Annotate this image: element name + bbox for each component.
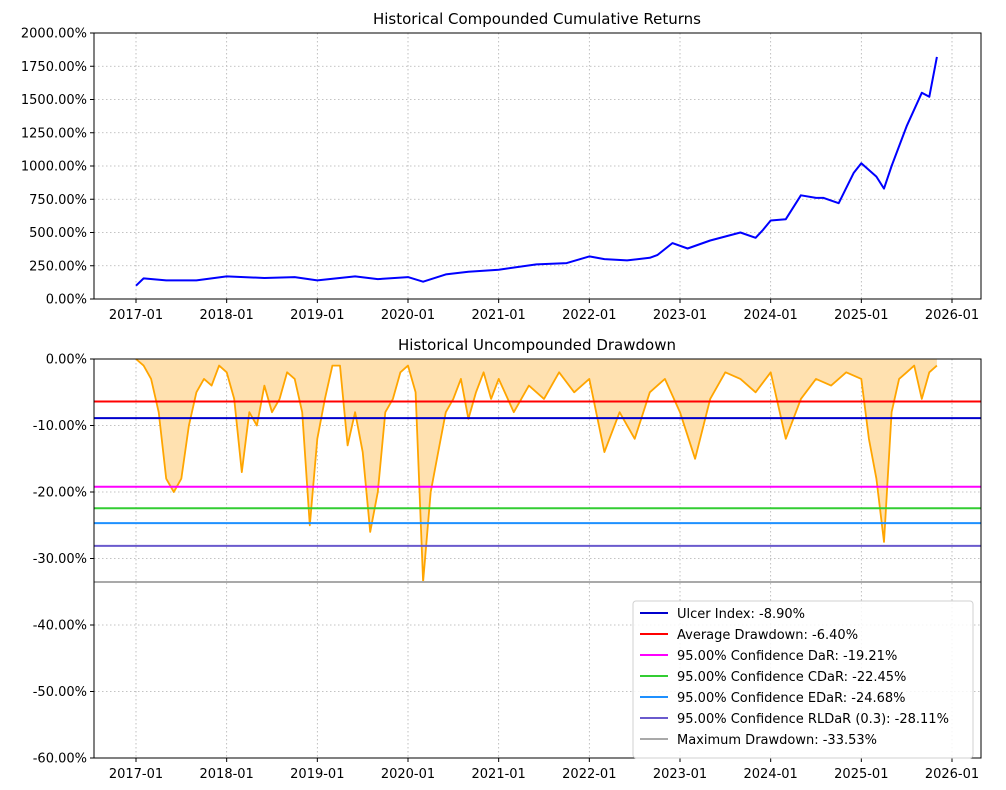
x-tick-label: 2020-01 bbox=[381, 308, 435, 323]
y-tick-label: 750.00% bbox=[29, 193, 87, 208]
cumulative-returns-grid bbox=[94, 32, 981, 300]
cumulative-returns-title: Historical Compounded Cumulative Returns bbox=[373, 10, 701, 28]
x-tick-label: 2020-01 bbox=[381, 767, 435, 782]
legend-label: 95.00% Confidence RLDaR (0.3): -28.11% bbox=[677, 712, 949, 727]
x-tick-label: 2024-01 bbox=[744, 767, 798, 782]
y-tick-label: -40.00% bbox=[33, 619, 87, 634]
y-tick-label: 1500.00% bbox=[21, 93, 87, 108]
x-tick-label: 2024-01 bbox=[744, 308, 798, 323]
drawdown-y-ticks: 0.00% -10.00% -20.00% -30.00% -40.00% -50.00%… bbox=[33, 353, 94, 767]
x-tick-label: 2021-01 bbox=[472, 308, 526, 323]
y-tick-label: -30.00% bbox=[33, 552, 87, 567]
legend-label: Maximum Drawdown: -33.53% bbox=[677, 733, 877, 748]
legend-label: Ulcer Index: -8.90% bbox=[677, 607, 805, 622]
y-tick-label: 500.00% bbox=[29, 226, 87, 241]
drawdown-reference-lines bbox=[94, 400, 981, 583]
y-tick-label: 1000.00% bbox=[21, 160, 87, 175]
x-tick-label: 2022-01 bbox=[562, 767, 616, 782]
y-tick-label: -10.00% bbox=[33, 419, 87, 434]
cumulative-returns-line bbox=[135, 56, 938, 287]
y-tick-label: 0.00% bbox=[46, 293, 87, 308]
legend-label: 95.00% Confidence DaR: -19.21% bbox=[677, 649, 897, 664]
x-tick-label: 2026-01 bbox=[925, 308, 979, 323]
cumulative-returns-plot-frame bbox=[93, 32, 982, 300]
cumulative-returns-y-ticks: 0.00% 250.00% 500.00% 750.00% 1000.00% 1250.0… bbox=[21, 27, 94, 308]
x-tick-label: 2021-01 bbox=[472, 767, 526, 782]
y-tick-label: 0.00% bbox=[46, 353, 87, 368]
x-tick-label: 2017-01 bbox=[109, 767, 163, 782]
x-tick-label: 2022-01 bbox=[562, 308, 616, 323]
x-tick-label: 2023-01 bbox=[653, 767, 707, 782]
drawdown-legend: Ulcer Index: -8.90% Average Drawdown: -6.… bbox=[632, 600, 974, 759]
legend-label: 95.00% Confidence CDaR: -22.45% bbox=[677, 670, 906, 685]
x-tick-label: 2019-01 bbox=[290, 308, 344, 323]
legend-label: 95.00% Confidence EDaR: -24.68% bbox=[677, 691, 906, 706]
drawdown-title: Historical Uncompounded Drawdown bbox=[398, 336, 676, 354]
x-tick-label: 2018-01 bbox=[200, 308, 254, 323]
y-tick-label: 1750.00% bbox=[21, 60, 87, 75]
y-tick-label: -50.00% bbox=[33, 685, 87, 700]
y-tick-label: 250.00% bbox=[29, 259, 87, 274]
x-tick-label: 2018-01 bbox=[200, 767, 254, 782]
x-tick-label: 2025-01 bbox=[834, 308, 888, 323]
x-tick-label: 2026-01 bbox=[925, 767, 979, 782]
drawdown-line bbox=[135, 358, 938, 583]
x-tick-label: 2017-01 bbox=[109, 308, 163, 323]
y-tick-label: -60.00% bbox=[33, 752, 87, 767]
drawdown-plot-frame bbox=[93, 358, 982, 759]
x-tick-label: 2023-01 bbox=[653, 308, 707, 323]
cumulative-returns-x-ticks: 2017-01 2018-01 2019-01 2020-01 2021-01 2022-… bbox=[109, 299, 979, 323]
drawdown-x-ticks: 2017-01 2018-01 2019-01 2020-01 2021-01 2022-… bbox=[109, 758, 979, 782]
y-tick-label: -20.00% bbox=[33, 486, 87, 501]
y-tick-label: 1250.00% bbox=[21, 126, 87, 141]
drawdown-chart: Historical Uncompounded Drawdown 0.00% -1… bbox=[33, 336, 982, 782]
legend-box bbox=[632, 600, 974, 759]
cumulative-returns-chart: Historical Compounded Cumulative Returns… bbox=[21, 10, 982, 323]
y-tick-label: 2000.00% bbox=[21, 27, 87, 42]
x-tick-label: 2019-01 bbox=[290, 767, 344, 782]
x-tick-label: 2025-01 bbox=[834, 767, 888, 782]
legend-label: Average Drawdown: -6.40% bbox=[677, 628, 858, 643]
